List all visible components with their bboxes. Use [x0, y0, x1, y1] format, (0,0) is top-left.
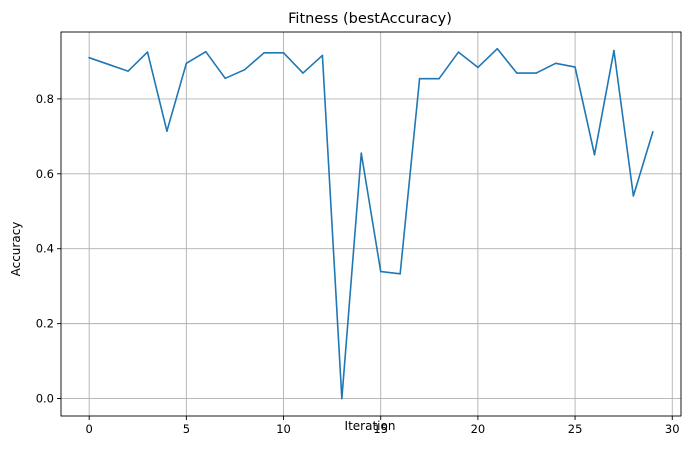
data-point	[204, 50, 207, 53]
data-points	[88, 47, 654, 400]
y-tick-label: 0.0	[36, 392, 54, 406]
x-axis-ticks: 0 5 10 15 20 25 30	[86, 416, 680, 436]
data-point	[185, 62, 188, 65]
x-tick-label: 10	[276, 422, 291, 436]
y-tick-label: 0.6	[36, 167, 54, 181]
x-tick-label: 25	[568, 422, 583, 436]
plot-frame	[60, 31, 682, 417]
data-point	[166, 130, 168, 132]
data-point	[632, 195, 635, 197]
data-point	[652, 131, 654, 133]
data-point	[457, 51, 460, 53]
x-axis-label: Iteration	[345, 419, 396, 433]
data-point	[496, 47, 499, 50]
grid	[61, 32, 681, 416]
y-tick-label: 0.2	[36, 317, 54, 331]
data-point	[593, 153, 596, 156]
accuracy-series-line	[88, 47, 654, 400]
x-tick-label: 15	[373, 422, 388, 436]
x-tick-label: 30	[665, 422, 680, 436]
data-point	[263, 52, 265, 54]
x-tick-label: 5	[183, 422, 190, 436]
x-tick-label: 20	[471, 422, 486, 436]
data-point	[399, 273, 401, 275]
data-point	[146, 51, 149, 53]
data-point	[282, 52, 285, 54]
data-point	[477, 66, 479, 69]
chart-title: Fitness (bestAccuracy)	[288, 11, 452, 27]
data-point	[107, 63, 110, 66]
data-point	[321, 54, 324, 57]
data-point	[360, 152, 363, 155]
y-tick-label: 0.4	[36, 242, 54, 256]
y-axis-ticks: 0.0 0.2 0.4 0.6 0.8	[36, 92, 61, 406]
data-point	[535, 72, 538, 74]
y-tick-label: 0.8	[36, 92, 54, 106]
data-point	[515, 72, 518, 74]
data-point	[341, 397, 343, 400]
data-point	[613, 49, 615, 52]
data-point	[302, 72, 304, 74]
data-point	[243, 68, 246, 71]
data-point	[127, 70, 129, 72]
data-point	[574, 66, 576, 68]
x-tick-label: 0	[86, 422, 93, 436]
data-point	[554, 62, 557, 65]
data-point	[438, 77, 440, 80]
y-axis-label: Accuracy	[9, 222, 23, 277]
data-point	[379, 270, 382, 273]
data-point	[88, 56, 90, 59]
data-point	[418, 77, 421, 80]
data-point	[224, 77, 227, 80]
